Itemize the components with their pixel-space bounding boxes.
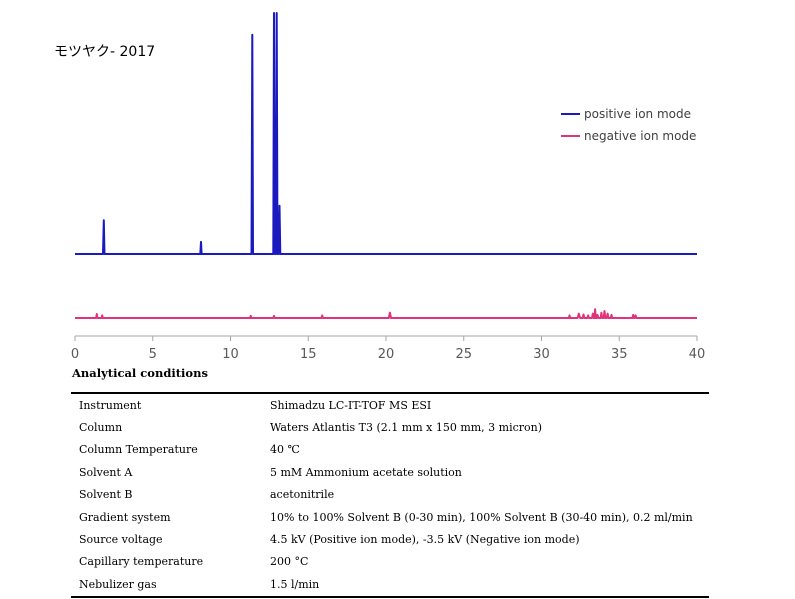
conditions-row: Solvent B acetonitrile — [71, 484, 709, 506]
condition-value: 10% to 100% Solvent B (0-30 min), 100% S… — [270, 510, 693, 524]
conditions-row: Capillary temperature 200 °C — [71, 551, 709, 573]
series-line-negative-ion-mode — [75, 308, 697, 319]
legend-label-positive: positive ion mode — [584, 107, 691, 121]
condition-label: Column — [79, 421, 123, 435]
conditions-row: Solvent A 5 mM Ammonium acetate solution — [71, 461, 709, 483]
condition-label: Solvent A — [79, 465, 133, 479]
x-tick-label: 15 — [300, 347, 317, 362]
condition-label: Gradient system — [79, 510, 171, 524]
condition-label: Nebulizer gas — [79, 577, 157, 591]
x-tick-label: 30 — [533, 347, 550, 362]
conditions-row: Source voltage 4.5 kV (Positive ion mode)… — [71, 528, 709, 550]
conditions-title: Analytical conditions — [72, 366, 208, 380]
series-line-positive-ion-mode — [75, 12, 697, 255]
watermark-text: モツヤク- 2017 — [54, 44, 155, 60]
x-tick-label: 40 — [689, 347, 706, 362]
x-tick-label: 5 — [149, 347, 157, 362]
conditions-row: Instrument Shimadzu LC-IT-TOF MS ESI — [71, 393, 709, 416]
conditions-table: Instrument Shimadzu LC-IT-TOF MS ESI Colum… — [71, 392, 709, 598]
condition-label: Instrument — [79, 398, 142, 412]
condition-value: 4.5 kV (Positive ion mode), -3.5 kV (Neg… — [270, 533, 580, 547]
x-tick-label: 10 — [222, 347, 239, 362]
condition-value: acetonitrile — [270, 488, 335, 502]
condition-value: Shimadzu LC-IT-TOF MS ESI — [270, 398, 432, 412]
legend: positive ion mode negative ion mode — [561, 107, 696, 143]
condition-value: Waters Atlantis T3 (2.1 mm x 150 mm, 3 m… — [270, 421, 543, 435]
condition-label: Solvent B — [79, 488, 133, 502]
chromatogram-chart: モツヤク- 2017 positive ion mode negative io… — [54, 12, 705, 362]
x-tick-label: 25 — [455, 347, 472, 362]
conditions-row: Column Temperature 40 ℃ — [71, 439, 709, 461]
condition-label: Capillary temperature — [79, 555, 204, 569]
conditions-row: Gradient system 10% to 100% Solvent B (0-… — [71, 506, 709, 528]
condition-value: 200 °C — [270, 555, 309, 569]
legend-label-negative: negative ion mode — [584, 129, 696, 143]
conditions-row: Column Waters Atlantis T3 (2.1 mm x 150 m… — [71, 416, 709, 438]
condition-label: Source voltage — [79, 533, 163, 547]
condition-value: 40 ℃ — [270, 443, 300, 457]
condition-value: 5 mM Ammonium acetate solution — [270, 465, 462, 479]
condition-value: 1.5 l/min — [270, 577, 320, 591]
condition-label: Column Temperature — [79, 443, 198, 457]
x-tick-label: 20 — [378, 347, 395, 362]
x-tick-label: 0 — [71, 347, 79, 362]
x-tick-label: 35 — [611, 347, 628, 362]
conditions-row: Nebulizer gas 1.5 l/min — [71, 573, 709, 596]
x-axis-ticks: 0 5 10 15 20 25 30 35 40 — [71, 336, 705, 362]
